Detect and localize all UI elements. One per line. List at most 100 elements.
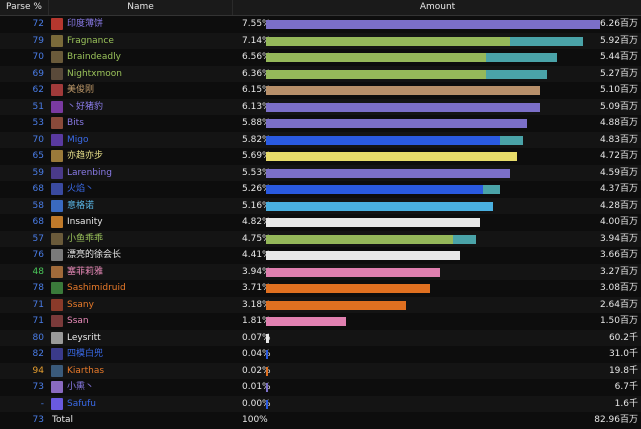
table-row[interactable]: 68 Insanity 4.82% 4.00百万 — [0, 214, 641, 231]
header-name[interactable]: Name — [48, 0, 232, 15]
player-name[interactable]: Migo — [67, 134, 89, 145]
amount-bar-primary — [266, 20, 600, 29]
player-name[interactable]: 塞菲莉雅 — [67, 266, 104, 277]
table-row[interactable]: 71 Ssany 3.18% 2.64百万 — [0, 296, 641, 313]
amount-value: 1.50百万 — [599, 316, 638, 326]
amount-bar-primary — [266, 251, 460, 260]
player-name[interactable]: Larenbing — [67, 167, 112, 178]
table-row[interactable]: 79 Fragnance 7.14% 5.92百万 — [0, 32, 641, 49]
table-row[interactable]: 68 火焰丶 5.26% 4.37百万 — [0, 181, 641, 198]
hunter-icon — [51, 232, 63, 245]
amount-bar-pet — [499, 135, 524, 145]
amount-value: 5.92百万 — [599, 35, 638, 46]
table-row[interactable]: 73 小熏丶 0.01% 6.7千 — [0, 379, 641, 396]
parse-value: 79 — [32, 35, 44, 46]
table-row[interactable]: 62 美俊刚 6.15% 5.10百万 — [0, 82, 641, 99]
player-name[interactable]: 印度薄饼 — [67, 19, 104, 29]
amount-bar-primary — [266, 350, 268, 359]
percent-value: 0.01% — [242, 382, 271, 392]
parse-value: 58 — [32, 200, 44, 211]
percent-value: 0.00% — [242, 398, 271, 409]
table-row[interactable]: 58 意格诺 5.16% 4.28百万 — [0, 197, 641, 214]
amount-value: 5.09百万 — [599, 101, 638, 112]
table-row[interactable]: 69 Nightxmoon 6.36% 5.27百万 — [0, 65, 641, 82]
amount-value: 19.8千 — [608, 365, 638, 376]
table-row[interactable]: 53 Bits 5.88% 4.88百万 — [0, 115, 641, 132]
player-name[interactable]: 火焰丶 — [67, 184, 95, 194]
table-row[interactable]: 72 印度薄饼 7.55% 6.26百万 — [0, 16, 641, 33]
table-row[interactable]: 71 Ssan 1.81% 1.50百万 — [0, 313, 641, 330]
amount-bar-primary — [266, 383, 268, 392]
priest-icon — [51, 331, 63, 344]
player-name[interactable]: Braindeadly — [67, 52, 121, 62]
percent-value: 5.16% — [242, 200, 271, 211]
amount-bar-primary — [266, 168, 510, 178]
player-name[interactable]: 美俊刚 — [67, 85, 95, 95]
percent-value: 7.55% — [242, 19, 271, 29]
shaman-icon — [51, 397, 63, 410]
shaman-icon — [51, 133, 63, 146]
percent-value: 5.82% — [242, 134, 271, 145]
percent-value: 4.41% — [242, 250, 271, 260]
player-name[interactable]: Fragnance — [67, 35, 114, 46]
table-row[interactable]: 57 小鱼乖乖 4.75% 3.94百万 — [0, 230, 641, 247]
warrior-icon — [51, 84, 63, 96]
player-name[interactable]: Ssan — [67, 316, 89, 326]
amount-value: 1.6千 — [614, 398, 638, 409]
table-row[interactable]: 94 Kiarthas 0.02% 19.8千 — [0, 362, 641, 379]
player-name[interactable]: Bits — [67, 118, 84, 128]
header-amount[interactable]: Amount — [232, 0, 641, 15]
percent-value: 5.26% — [242, 184, 271, 194]
amount-value: 4.83百万 — [599, 134, 638, 145]
player-name[interactable]: 漂亮的徐会长 — [67, 250, 122, 260]
percent-value: 5.53% — [242, 167, 271, 178]
amount-bar-pet — [486, 53, 557, 62]
table-row[interactable]: 51 丶好猪豹 6.13% 5.09百万 — [0, 98, 641, 115]
player-name[interactable]: 丶好猪豹 — [67, 101, 104, 112]
table-row[interactable]: 48 塞菲莉雅 3.94% 3.27百万 — [0, 263, 641, 280]
amount-bar-primary — [266, 185, 484, 194]
total-row[interactable]: 73 Total 100% 82.96百万 — [0, 412, 641, 429]
player-name[interactable]: Ssany — [67, 299, 94, 310]
amount-bar-pet — [483, 185, 500, 194]
amount-value: 4.00百万 — [599, 217, 638, 227]
table-row[interactable]: 82 四模白兜 0.04% 31.0千 — [0, 346, 641, 363]
player-name[interactable]: Nightxmoon — [67, 68, 122, 79]
amount-value: 5.44百万 — [599, 52, 638, 62]
table-row[interactable]: 59 Larenbing 5.53% 4.59百万 — [0, 164, 641, 181]
table-row[interactable]: - Safufu 0.00% 1.6千 — [0, 395, 641, 412]
amount-bar-pet — [453, 234, 477, 244]
player-name[interactable]: 小熏丶 — [67, 382, 95, 392]
header-parse[interactable]: Parse % — [6, 2, 42, 12]
parse-value: 48 — [32, 266, 44, 277]
table-row[interactable]: 70 Braindeadly 6.56% 5.44百万 — [0, 49, 641, 66]
table-row[interactable]: 80 Leysritt 0.07% 60.2千 — [0, 329, 641, 346]
amount-value: 4.37百万 — [599, 184, 638, 194]
mage-icon — [51, 199, 63, 212]
player-name[interactable]: Insanity — [67, 217, 103, 227]
table-row[interactable]: 78 Sashimidruid 3.71% 3.08百万 — [0, 280, 641, 297]
parse-value: 82 — [32, 349, 44, 359]
amount-value: 3.94百万 — [599, 233, 638, 244]
player-name[interactable]: 意格诺 — [67, 200, 95, 211]
player-name[interactable]: Kiarthas — [67, 365, 105, 376]
table-row[interactable]: 76 漂亮的徐会长 4.41% 3.66百万 — [0, 247, 641, 264]
percent-value: 3.71% — [242, 283, 271, 293]
player-name[interactable]: Leysritt — [67, 332, 101, 343]
amount-bar-primary — [266, 399, 268, 409]
hunter-icon — [51, 34, 63, 47]
table-row[interactable]: 65 亦趋亦步 5.69% 4.72百万 — [0, 148, 641, 165]
player-name[interactable]: 四模白兜 — [67, 349, 104, 359]
paladin-icon — [51, 265, 63, 278]
amount-bar-primary — [266, 284, 430, 293]
druid-icon — [51, 364, 63, 377]
player-name[interactable]: Safufu — [67, 398, 96, 409]
player-name[interactable]: 亦趋亦步 — [67, 151, 104, 161]
player-name[interactable]: Sashimidruid — [67, 283, 126, 293]
percent-value: 4.82% — [242, 217, 271, 227]
warlock-icon — [51, 166, 63, 179]
table-row[interactable]: 70 Migo 5.82% 4.83百万 — [0, 131, 641, 148]
player-name[interactable]: 小鱼乖乖 — [67, 233, 104, 244]
amount-value: 3.27百万 — [599, 266, 638, 277]
shaman-icon — [51, 348, 63, 360]
